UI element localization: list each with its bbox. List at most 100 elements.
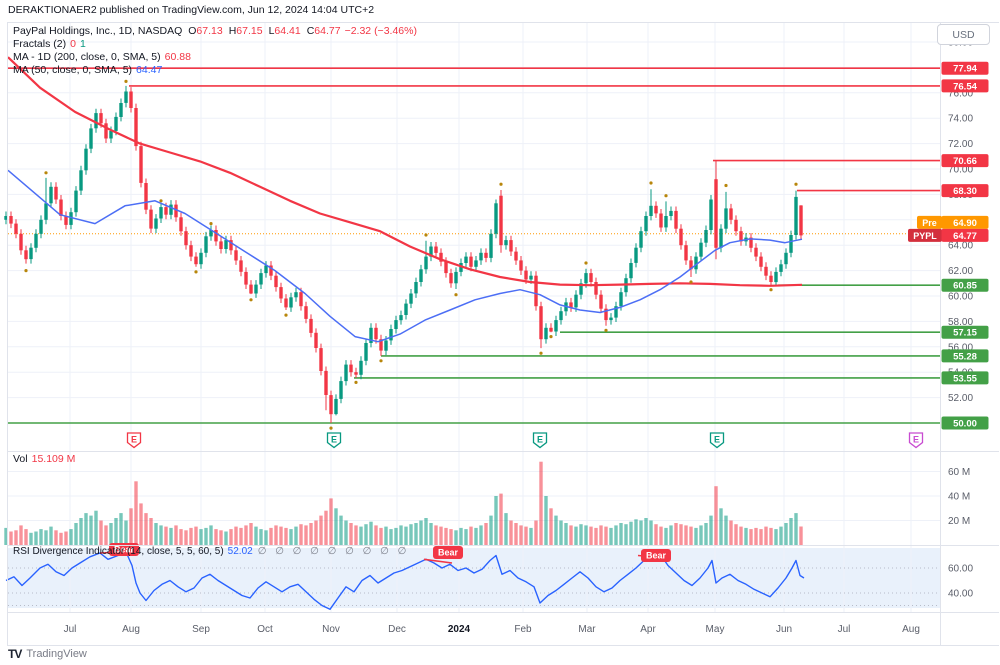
svg-text:72.00: 72.00 xyxy=(948,139,973,150)
close-label: C xyxy=(306,25,315,37)
svg-text:20 M: 20 M xyxy=(948,516,970,527)
svg-text:2024: 2024 xyxy=(448,624,471,635)
symbol-legend-row[interactable]: PayPal Holdings, Inc., 1D, NASDAQ O67.13 H… xyxy=(13,25,417,38)
svg-text:70.66: 70.66 xyxy=(953,156,977,167)
svg-text:Bear: Bear xyxy=(646,551,667,561)
bear-badge: Bear xyxy=(641,549,671,562)
svg-text:Aug: Aug xyxy=(902,624,920,635)
svg-text:50.00: 50.00 xyxy=(953,419,977,430)
svg-text:53.55: 53.55 xyxy=(953,373,977,384)
svg-text:E: E xyxy=(913,435,919,445)
svg-text:40.00: 40.00 xyxy=(948,589,973,600)
svg-text:64.90: 64.90 xyxy=(953,218,977,229)
ma50-legend-row[interactable]: MA (50, close, 0, SMA, 5) 64.47 xyxy=(13,64,417,77)
candlestick-series[interactable] xyxy=(4,85,803,423)
svg-text:Nov: Nov xyxy=(322,624,340,635)
earnings-icon[interactable]: E xyxy=(126,432,142,449)
svg-text:74.00: 74.00 xyxy=(948,114,973,125)
ma200-label: MA - 1D (200, close, 0, SMA, 5) xyxy=(13,51,161,63)
svg-text:Jun: Jun xyxy=(776,624,792,635)
ma-50-line xyxy=(7,169,803,343)
high-label: H xyxy=(228,25,237,37)
svg-text:55.28: 55.28 xyxy=(953,351,977,362)
svg-text:60.85: 60.85 xyxy=(953,281,977,292)
fractal-dots xyxy=(24,79,798,430)
rsi-value: 52.02 xyxy=(227,546,253,557)
svg-text:Bear: Bear xyxy=(114,545,135,555)
bear-badge: Bear xyxy=(433,546,463,559)
svg-text:76.54: 76.54 xyxy=(953,81,977,92)
svg-text:Oct: Oct xyxy=(257,624,273,635)
currency-button[interactable]: USD xyxy=(937,24,990,45)
svg-text:Apr: Apr xyxy=(640,624,656,635)
earnings-icon[interactable]: E xyxy=(532,432,548,449)
close-value: 64.77 xyxy=(314,25,341,37)
svg-text:E: E xyxy=(131,435,137,445)
currency-label: USD xyxy=(952,28,975,41)
svg-text:60.00: 60.00 xyxy=(948,292,973,303)
earnings-icon[interactable]: E xyxy=(908,432,924,449)
rsi-empty-values: ∅ ∅ ∅ ∅ ∅ ∅ ∅ ∅ ∅ xyxy=(257,546,410,557)
svg-text:60.00: 60.00 xyxy=(948,564,973,575)
time-axis[interactable]: Jul Aug Sep Oct Nov Dec 2024 Feb Mar Apr May Jun Jul… xyxy=(64,624,920,635)
fractals-legend-row[interactable]: Fractals (2) 0 1 xyxy=(13,38,417,51)
tradingview-glyph-icon: TV xyxy=(8,647,22,661)
ma-200-line xyxy=(7,56,803,287)
svg-text:PYPL: PYPL xyxy=(913,231,937,241)
indicator-axis[interactable]: 60 M 40 M 20 M 60.00 40.00 xyxy=(948,467,973,600)
ma50-label: MA (50, close, 0, SMA, 5) xyxy=(13,64,133,76)
earnings-icon[interactable]: E xyxy=(709,432,725,449)
symbol-title: PayPal Holdings, Inc., 1D, NASDAQ xyxy=(13,25,183,37)
svg-text:58.00: 58.00 xyxy=(948,317,973,328)
svg-text:E: E xyxy=(714,435,720,445)
open-label: O xyxy=(188,25,197,37)
svg-text:E: E xyxy=(331,435,337,445)
svg-text:57.15: 57.15 xyxy=(953,328,977,339)
svg-text:E: E xyxy=(537,435,543,445)
rsi-line xyxy=(5,551,805,610)
svg-text:64.77: 64.77 xyxy=(953,231,977,242)
svg-text:62.00: 62.00 xyxy=(948,266,973,277)
publish-header: DERAKTIONAER2 published on TradingView.c… xyxy=(8,4,375,16)
svg-text:Feb: Feb xyxy=(514,624,532,635)
low-value: 64.41 xyxy=(274,25,301,37)
svg-text:Mar: Mar xyxy=(578,624,596,635)
rsi-label: RSI Divergence Indicator (14, close, 5, … xyxy=(13,546,224,557)
svg-text:77.94: 77.94 xyxy=(953,64,977,75)
svg-text:Aug: Aug xyxy=(122,624,140,635)
change-value: −2.32 (−3.46%) xyxy=(344,25,417,37)
svg-text:Pre: Pre xyxy=(922,218,937,228)
svg-text:Jul: Jul xyxy=(64,624,77,635)
ma200-legend-row[interactable]: MA - 1D (200, close, 0, SMA, 5) 60.88 xyxy=(13,51,417,64)
svg-text:Jul: Jul xyxy=(838,624,851,635)
rsi-legend-row[interactable]: RSI Divergence Indicator (14, close, 5, … xyxy=(13,546,409,557)
svg-text:40 M: 40 M xyxy=(948,492,970,503)
divergence-line xyxy=(423,558,453,564)
tradingview-logo[interactable]: TV TradingView xyxy=(8,647,87,661)
ma50-value: 64.47 xyxy=(136,64,163,76)
price-level-badges: 77.94 76.54 70.66 68.30 60.85 57.15 55.28 53.55… xyxy=(941,61,989,430)
fractals-label: Fractals (2) xyxy=(13,38,67,50)
open-value: 67.13 xyxy=(196,25,223,37)
earnings-icon[interactable]: E xyxy=(326,432,342,449)
pre-market-badge: Pre 64.90 xyxy=(917,215,989,229)
tradingview-logo-text: TradingView xyxy=(26,648,87,660)
volume-series xyxy=(4,461,803,546)
svg-text:May: May xyxy=(706,624,725,635)
fractals-down-count: 0 xyxy=(70,38,76,50)
chart-legend: PayPal Holdings, Inc., 1D, NASDAQ O67.13 H… xyxy=(13,25,417,77)
volume-label: Vol xyxy=(13,453,28,465)
volume-value: 15.109 M xyxy=(31,453,76,465)
svg-text:76.00: 76.00 xyxy=(948,88,973,99)
svg-text:52.00: 52.00 xyxy=(948,393,973,404)
volume-legend-row[interactable]: Vol 15.109 M xyxy=(13,453,75,465)
symbol-price-badge: PYPL 64.77 xyxy=(908,228,989,242)
svg-text:Sep: Sep xyxy=(192,624,210,635)
svg-text:64.00: 64.00 xyxy=(948,241,973,252)
svg-text:Bear: Bear xyxy=(438,548,459,558)
low-label: L xyxy=(268,25,275,37)
ma200-value: 60.88 xyxy=(164,51,191,63)
svg-text:56.00: 56.00 xyxy=(948,342,973,353)
